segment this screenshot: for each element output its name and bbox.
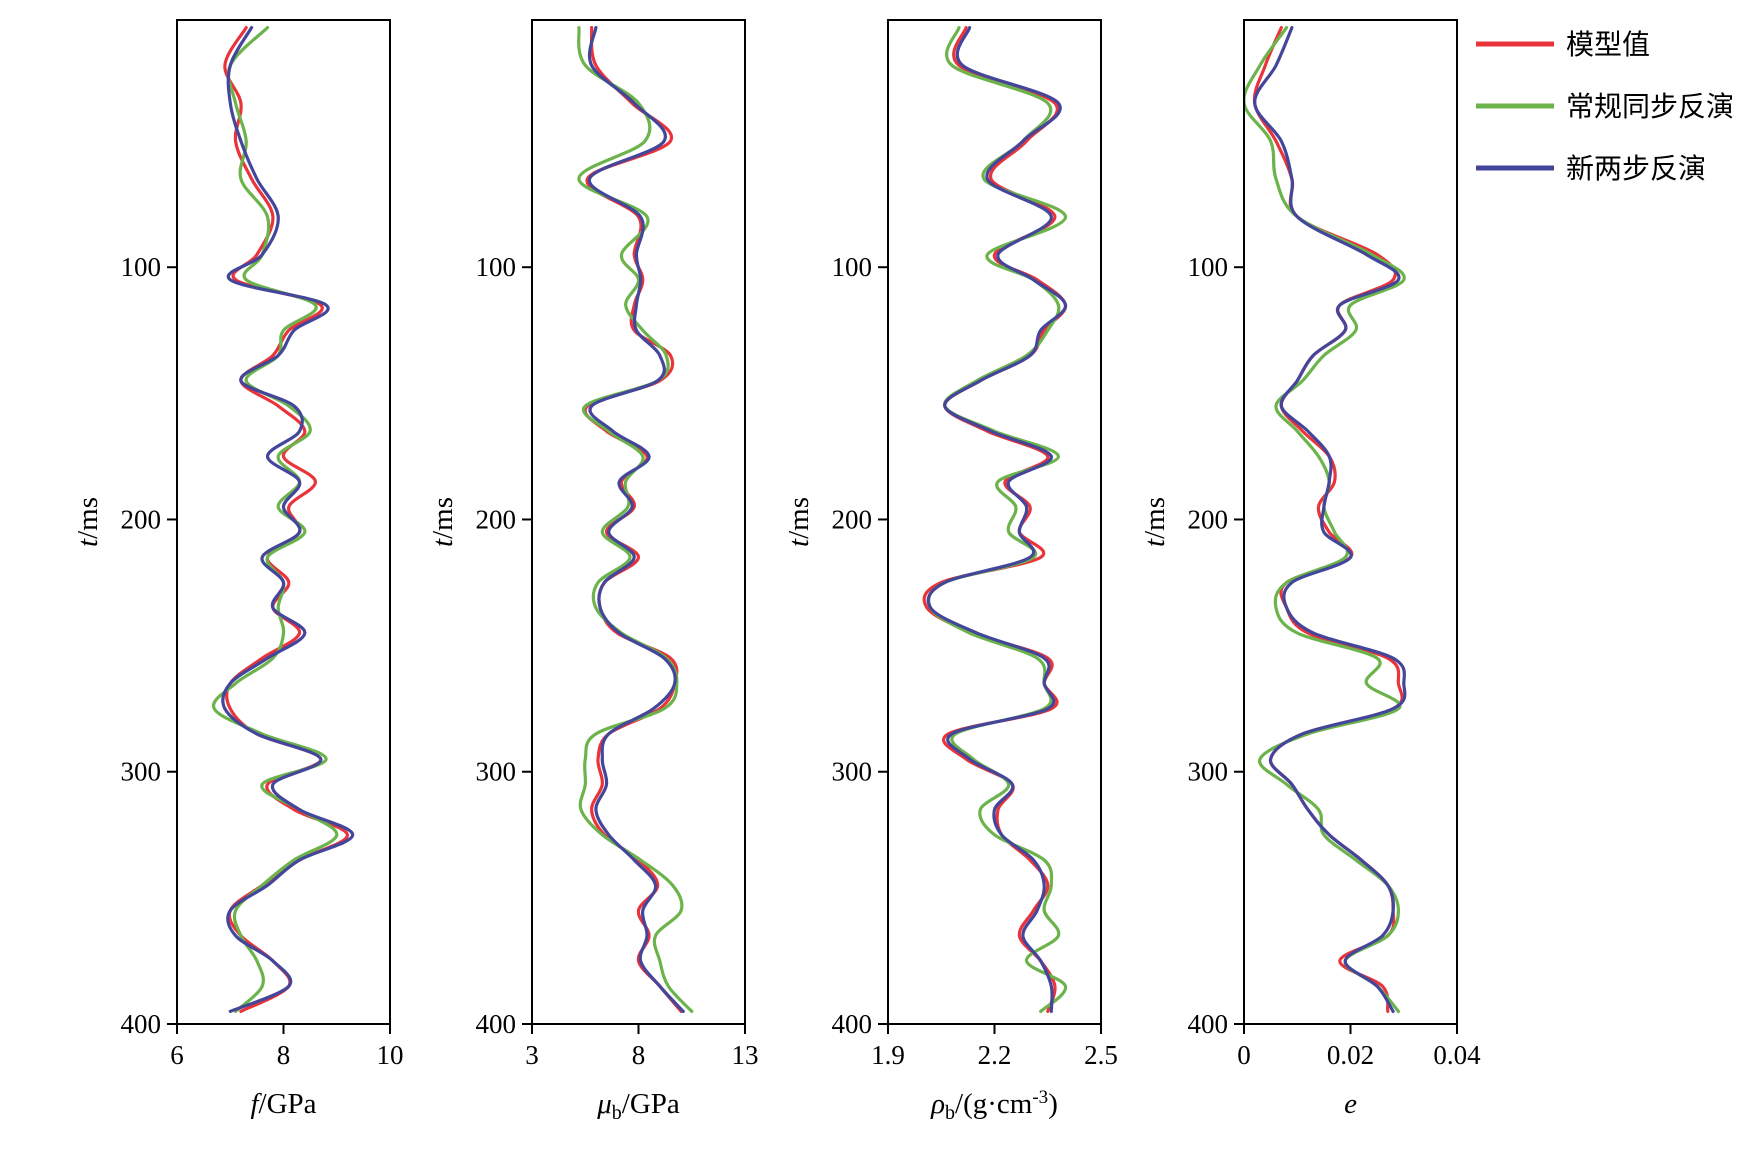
x-tick-label: 2.5: [1084, 1040, 1118, 1070]
x-axis-label: μb/GPa: [596, 1088, 680, 1124]
panel-4: 0 0.02 0.04 100 200 300 400 e t/ms: [1139, 19, 1481, 1120]
legend-label: 常规同步反演: [1566, 90, 1734, 123]
x-axis-label: ρb/(g·cm-3): [930, 1087, 1058, 1124]
y-tick-label: 100: [476, 252, 517, 282]
plot-frame: [887, 19, 1102, 1025]
x-tick-label: 6: [170, 1040, 184, 1070]
y-tick-label: 400: [121, 1009, 162, 1039]
y-axis-label: t/ms: [1139, 497, 1171, 547]
y-axis-label: t/ms: [783, 497, 815, 547]
y-tick-label: 400: [832, 1009, 873, 1039]
series-line-2: [1244, 26, 1406, 1013]
y-tick-label: 100: [1188, 252, 1229, 282]
y-tick-label: 400: [1188, 1009, 1229, 1039]
x-tick-label: 10: [377, 1040, 404, 1070]
x-tick-label: 1.9: [871, 1040, 905, 1070]
plot-frame: [531, 19, 746, 1025]
panel-3: 1.9 2.2 2.5 100 200 300 400 ρb/(g·cm-3) t/ms: [783, 19, 1118, 1124]
y-tick-label: 100: [121, 252, 162, 282]
legend-item-3: 新两步反演: [1476, 152, 1706, 185]
y-tick-label: 200: [121, 504, 162, 534]
y-tick-label: 200: [832, 504, 873, 534]
x-tick-label: 2.2: [978, 1040, 1012, 1070]
y-tick-label: 200: [1188, 504, 1229, 534]
series-lines: [922, 26, 1068, 1013]
x-tick-label: 0.02: [1327, 1040, 1374, 1070]
panel-1: 6 8 10 100 200 300 400 f/GPa t/ms: [72, 19, 404, 1120]
x-tick-label: 8: [632, 1040, 646, 1070]
x-tick-label: 0: [1237, 1040, 1251, 1070]
x-tick-label: 3: [525, 1040, 539, 1070]
y-tick-label: 300: [476, 757, 517, 787]
x-tick-label: 0.04: [1433, 1040, 1481, 1070]
legend-label: 模型值: [1566, 28, 1650, 61]
series-line-2: [211, 26, 339, 1013]
chart-panels: 6 8 10 100 200 300 400 f/GPa t/ms 3 8 13 100 200 300 40…: [72, 19, 1481, 1124]
y-tick-label: 300: [121, 757, 162, 787]
x-axis-label: f/GPa: [250, 1088, 316, 1120]
x-axis-label: e: [1344, 1088, 1357, 1120]
y-tick-label: 100: [832, 252, 873, 282]
series-line-1: [583, 26, 683, 1013]
y-axis-label: t/ms: [72, 497, 104, 547]
legend-item-1: 模型值: [1476, 28, 1650, 61]
series-lines: [577, 26, 694, 1013]
series-line-2: [927, 26, 1068, 1013]
series-line-3: [926, 26, 1068, 1013]
legend-item-2: 常规同步反演: [1476, 90, 1734, 123]
y-tick-label: 300: [1188, 757, 1229, 787]
legend-label: 新两步反演: [1566, 152, 1706, 185]
series-line-2: [577, 26, 694, 1013]
y-tick-label: 400: [476, 1009, 517, 1039]
series-line-3: [587, 26, 685, 1013]
series-line-1: [922, 26, 1068, 1013]
series-lines: [1244, 26, 1407, 1013]
series-lines: [211, 26, 355, 1013]
y-axis-label: t/ms: [427, 497, 459, 547]
y-tick-label: 300: [832, 757, 873, 787]
panel-2: 3 8 13 100 200 300 400 μb/GPa t/ms: [427, 19, 759, 1124]
x-tick-label: 8: [277, 1040, 291, 1070]
plot-frame: [1243, 19, 1458, 1025]
x-tick-label: 13: [732, 1040, 759, 1070]
y-tick-label: 200: [476, 504, 517, 534]
series-line-3: [1253, 26, 1407, 1013]
series-line-3: [221, 26, 355, 1013]
